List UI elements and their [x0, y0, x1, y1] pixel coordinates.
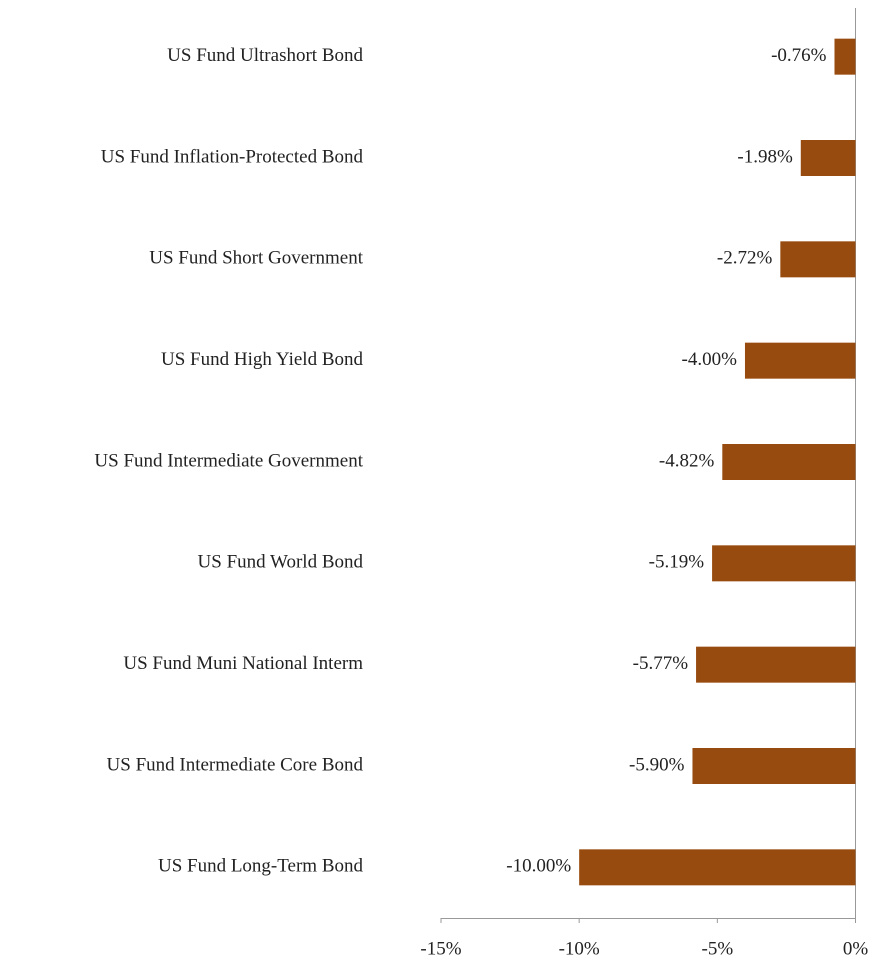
data-label: -0.76%	[771, 45, 827, 66]
data-label: -5.90%	[629, 754, 685, 775]
data-label: -4.00%	[682, 349, 738, 370]
bar	[800, 140, 856, 176]
y-tick-label: US Fund High Yield Bond	[161, 349, 363, 370]
bar	[712, 545, 856, 582]
y-tick-label: US Fund Intermediate Core Bond	[107, 754, 364, 775]
x-tick-label: 0%	[843, 938, 869, 959]
y-tick-label: US Fund Inflation-Protected Bond	[101, 146, 364, 167]
x-tick-label: -10%	[559, 938, 600, 959]
data-label: -10.00%	[506, 856, 571, 877]
data-label: -5.19%	[649, 552, 705, 573]
y-tick-label: US Fund Muni National Interm	[123, 653, 363, 674]
x-tick-label: -5%	[702, 938, 734, 959]
bar	[579, 849, 856, 886]
data-label: -4.82%	[659, 450, 715, 471]
bar	[722, 444, 856, 480]
bar	[744, 342, 856, 379]
x-tick-label: -15%	[420, 938, 461, 959]
data-label: -1.98%	[737, 146, 793, 167]
y-tick-label: US Fund Short Government	[149, 248, 363, 269]
y-tick-label: US Fund Intermediate Government	[94, 450, 363, 471]
bar	[696, 646, 856, 683]
bar	[692, 748, 856, 784]
y-tick-label: US Fund World Bond	[198, 552, 364, 573]
y-tick-label: US Fund Long-Term Bond	[158, 856, 364, 877]
bar	[834, 38, 856, 75]
bar	[780, 241, 856, 278]
data-label: -2.72%	[717, 248, 773, 269]
y-tick-label: US Fund Ultrashort Bond	[167, 45, 363, 66]
data-label: -5.77%	[633, 653, 689, 674]
